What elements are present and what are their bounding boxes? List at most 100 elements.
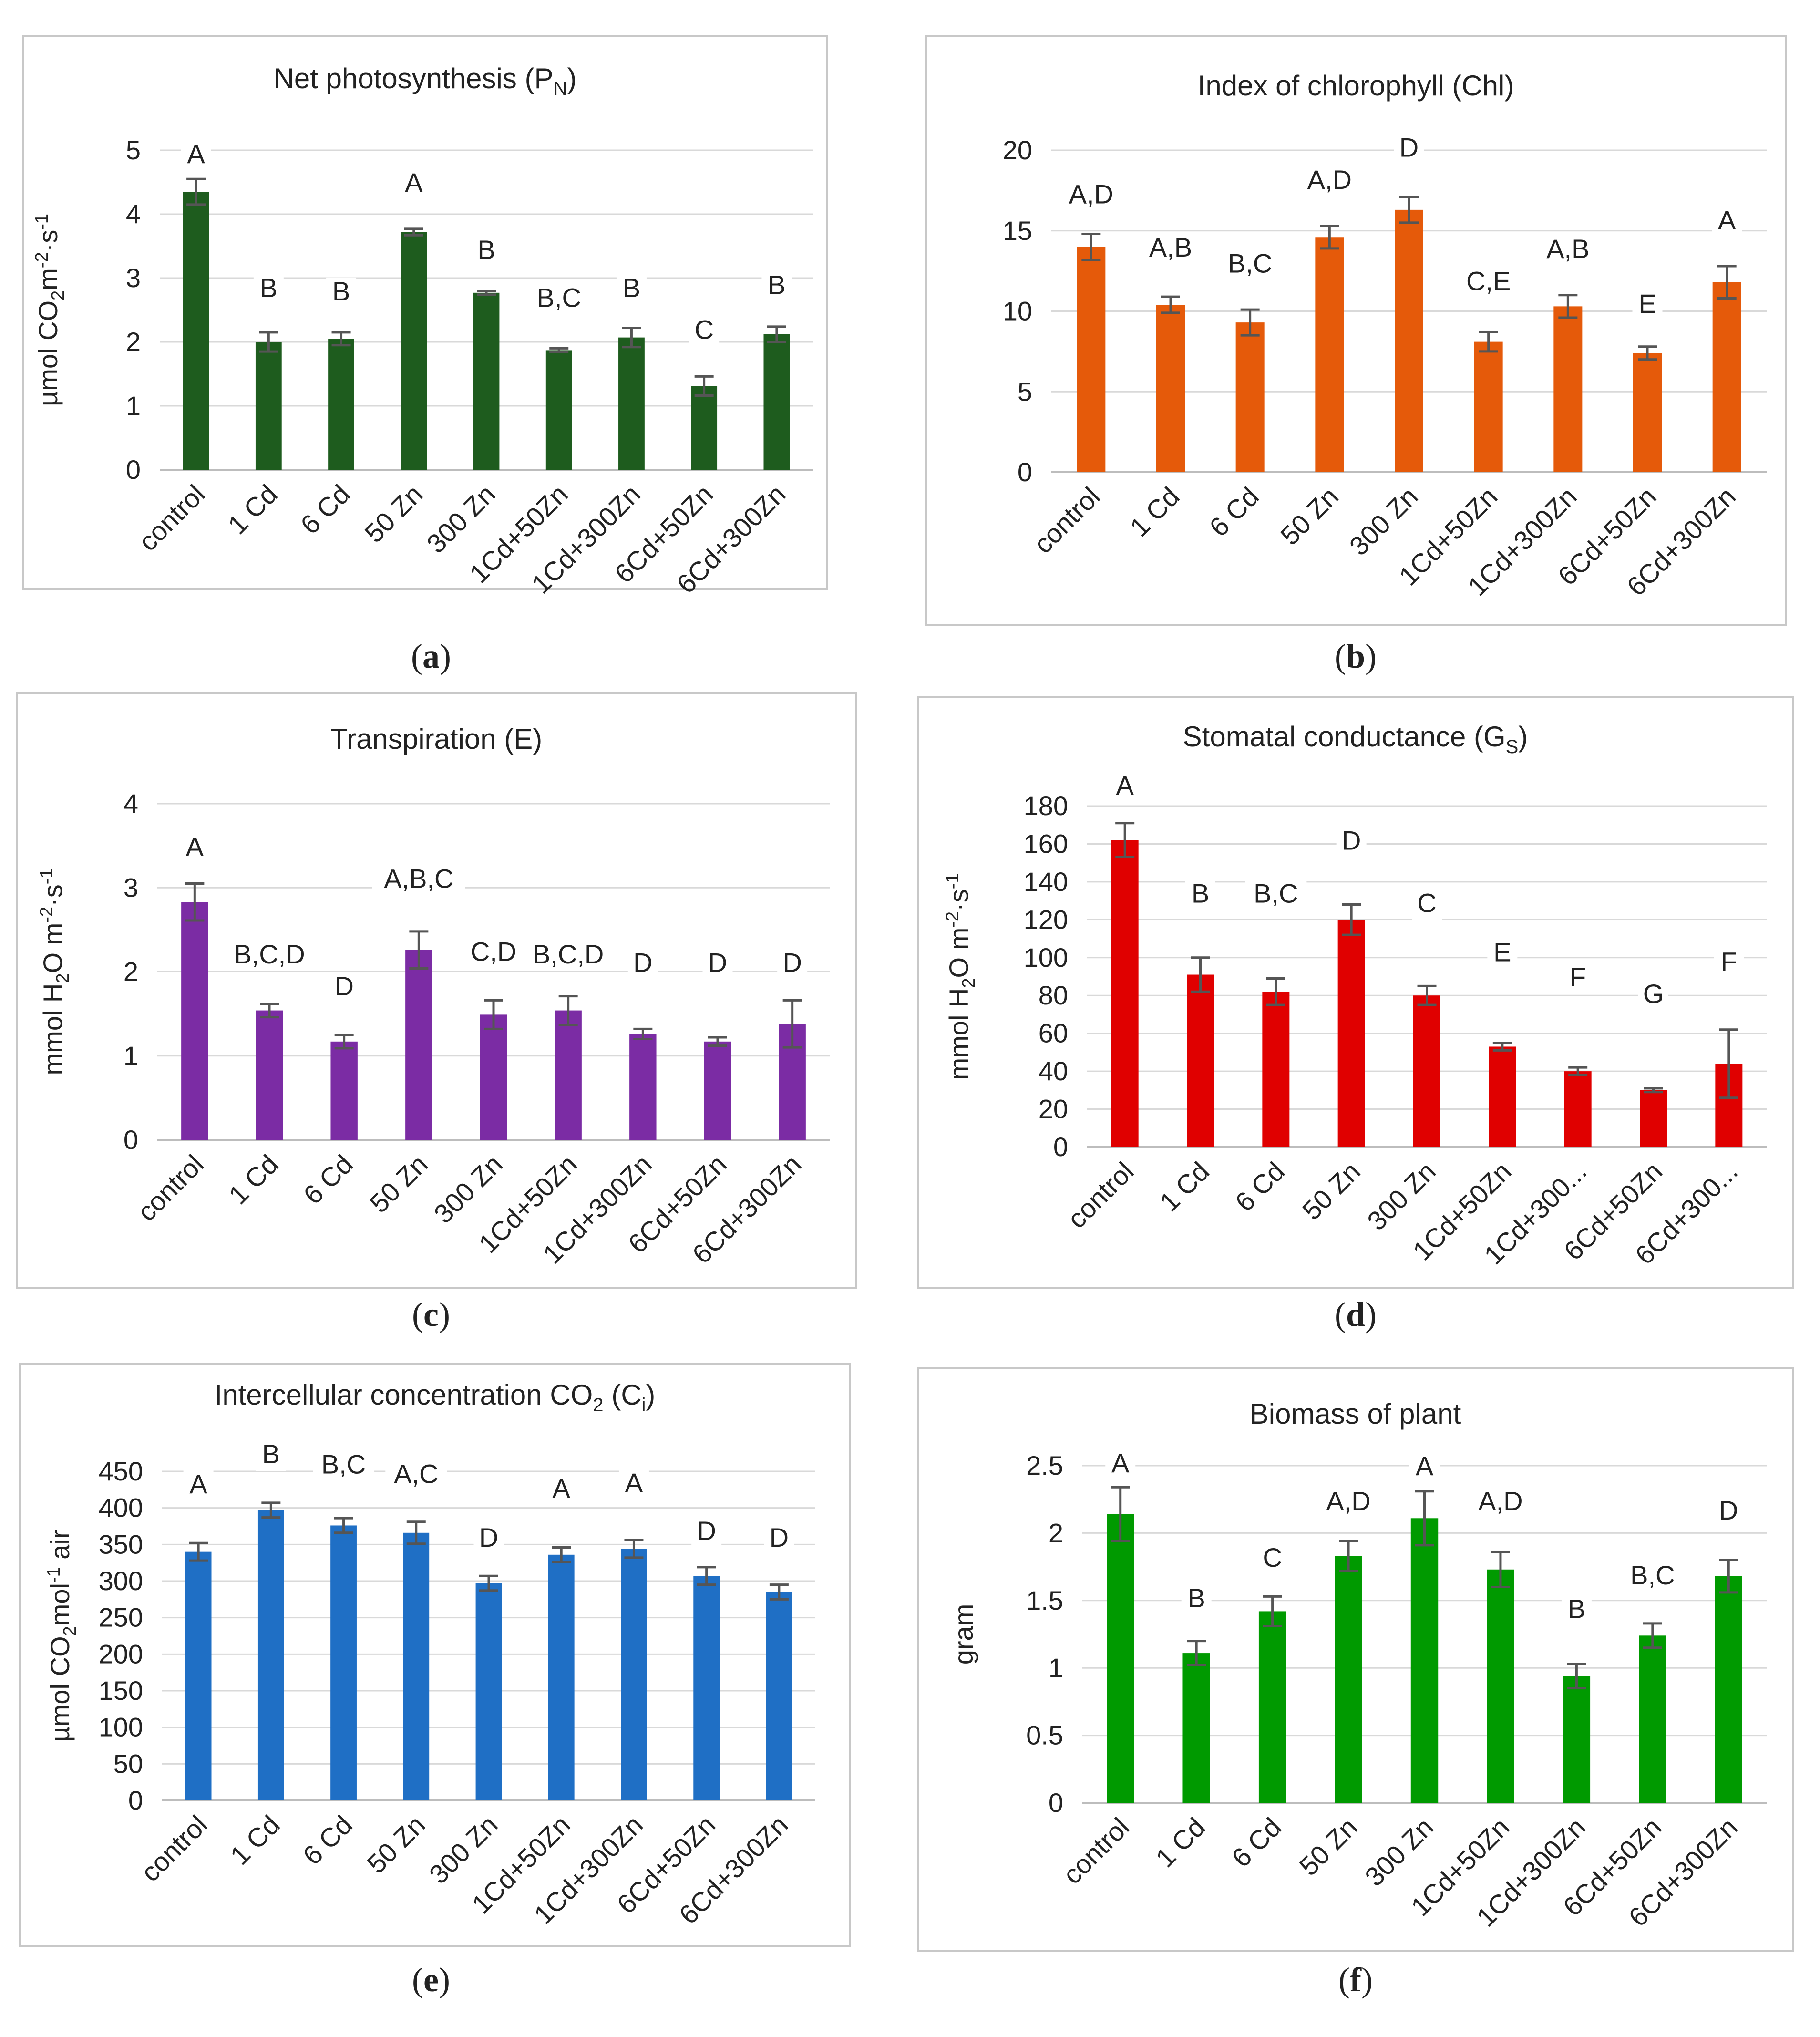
bar <box>766 1592 792 1800</box>
significance-letter-bg <box>256 1440 286 1471</box>
significance-letter: D <box>782 948 802 978</box>
significance-letter-bg <box>1563 963 1593 994</box>
y-tick-label: 80 <box>1039 980 1068 1010</box>
significance-letter-bg <box>179 833 210 864</box>
significance-letter-bg <box>471 236 502 267</box>
caption-close: ) <box>1361 1961 1373 1999</box>
significance-letter: D <box>770 1522 789 1552</box>
y-axis-label-part: m <box>33 268 63 290</box>
chart-title-subscript: 2 <box>593 1395 603 1416</box>
y-tick-label: 4 <box>126 199 141 229</box>
significance-letter: B,C <box>537 282 581 312</box>
significance-letter-bg <box>1219 249 1281 280</box>
caption-close: ) <box>1365 1295 1377 1334</box>
bar <box>1564 1071 1592 1147</box>
significance-letter-bg <box>627 949 658 980</box>
caption-letter: c <box>423 1295 439 1334</box>
y-tick-label: 20 <box>1003 135 1032 165</box>
y-tick-label: 15 <box>1003 216 1032 246</box>
y-tick-label: 100 <box>99 1712 143 1742</box>
significance-letter: C <box>1263 1542 1282 1572</box>
chart-title-subscript: S <box>1506 736 1519 757</box>
y-tick-label: 0 <box>128 1785 143 1815</box>
y-tick-label: 3 <box>123 872 138 902</box>
significance-letter: G <box>1643 979 1664 1009</box>
y-tick-label: 4 <box>123 788 138 818</box>
y-axis-label: gram <box>948 1604 978 1665</box>
bar <box>545 350 572 470</box>
y-axis-label-part: 2 <box>959 978 979 988</box>
y-tick-label: 0 <box>1049 1788 1063 1818</box>
chart-panel-d: Stomatal conductance (GS) 0 20 40 60 80 100 120… <box>917 696 1794 1334</box>
significance-letter: F <box>1570 962 1586 992</box>
y-tick-label: 1 <box>1049 1653 1063 1683</box>
y-axis-label-part: ·s <box>944 889 974 911</box>
significance-letter: D <box>697 1516 716 1546</box>
significance-letter: B,C <box>1630 1560 1675 1590</box>
y-axis-label: µmol CO2m-2·s-1 <box>32 214 68 406</box>
significance-letter-bg <box>1409 1452 1440 1483</box>
significance-letter-bg <box>522 940 615 971</box>
y-tick-label: 250 <box>99 1603 143 1633</box>
y-tick-label: 150 <box>99 1675 143 1706</box>
significance-letter: D <box>334 971 353 1001</box>
y-axis-label-part: µmol CO <box>45 1636 75 1742</box>
y-axis-label-part: gram <box>948 1604 978 1665</box>
y-tick-label: 20 <box>1039 1094 1068 1124</box>
significance-letter: A,B,C <box>384 863 453 893</box>
chart-title-end: ) <box>567 62 576 94</box>
y-tick-label: 2 <box>126 327 141 357</box>
y-tick-label: 5 <box>1018 376 1032 406</box>
caption-letter: f <box>1350 1961 1362 1999</box>
bar <box>629 1034 657 1140</box>
bar <box>183 192 209 470</box>
significance-letter-bg <box>1412 889 1442 920</box>
chart-title-main: Index of chlorophyll (Chl) <box>1198 70 1514 102</box>
significance-letter-bg <box>1105 1449 1136 1480</box>
chart-title: Intercellular concentration CO2 (Ci) <box>215 1379 656 1416</box>
y-axis-label-part: 2 <box>60 1626 80 1636</box>
significance-letter: A <box>1111 1448 1130 1478</box>
caption-letter: b <box>1346 637 1365 675</box>
caption-open: ( <box>1335 1295 1346 1334</box>
bar <box>1182 1653 1210 1803</box>
significance-letter: B <box>332 276 350 306</box>
y-tick-label: 0 <box>1053 1132 1068 1162</box>
bar <box>403 1532 430 1800</box>
bar <box>691 386 718 470</box>
y-tick-label: 100 <box>1024 942 1068 972</box>
significance-letter: A,D <box>1069 179 1113 209</box>
y-tick-label: 5 <box>126 135 141 165</box>
significance-letter: A <box>1416 1451 1434 1481</box>
significance-letter-bg <box>385 1460 447 1491</box>
y-tick-label: 2.5 <box>1026 1450 1063 1480</box>
y-tick-label: 3 <box>126 263 141 293</box>
significance-letter-bg <box>689 316 720 347</box>
bar <box>1639 1635 1666 1803</box>
significance-letter: B <box>260 273 278 303</box>
significance-letter: A,C <box>394 1459 438 1489</box>
y-tick-label: 50 <box>113 1748 143 1778</box>
chart-panel-f: Biomass of plant00.511.522.5gramAcontrol… <box>917 1367 1794 1999</box>
y-tick-label: 2 <box>123 957 138 987</box>
caption-letter: a <box>422 637 440 675</box>
y-tick-label: 180 <box>1024 791 1068 821</box>
chart-title: Index of chlorophyll (Chl) <box>1198 70 1514 102</box>
significance-letter-bg <box>1632 290 1663 321</box>
y-axis-label-part: -2 <box>37 907 57 923</box>
y-axis-label-part: 2 <box>53 973 73 983</box>
bar <box>1712 282 1741 472</box>
significance-letter: B,C <box>321 1449 366 1479</box>
bar <box>1335 1556 1362 1803</box>
bar <box>401 232 427 470</box>
significance-letter-bg <box>616 274 647 305</box>
significance-letter: A <box>189 1469 207 1499</box>
significance-letter: A <box>553 1473 571 1503</box>
significance-letter-bg <box>181 140 211 171</box>
significance-letter: B <box>623 273 640 303</box>
significance-letter: A <box>625 1468 643 1498</box>
significance-letter-bg <box>1181 1584 1212 1615</box>
significance-letter-bg <box>764 1523 794 1554</box>
y-axis-label-part: -1 <box>37 868 57 884</box>
significance-letter-bg <box>777 949 808 980</box>
